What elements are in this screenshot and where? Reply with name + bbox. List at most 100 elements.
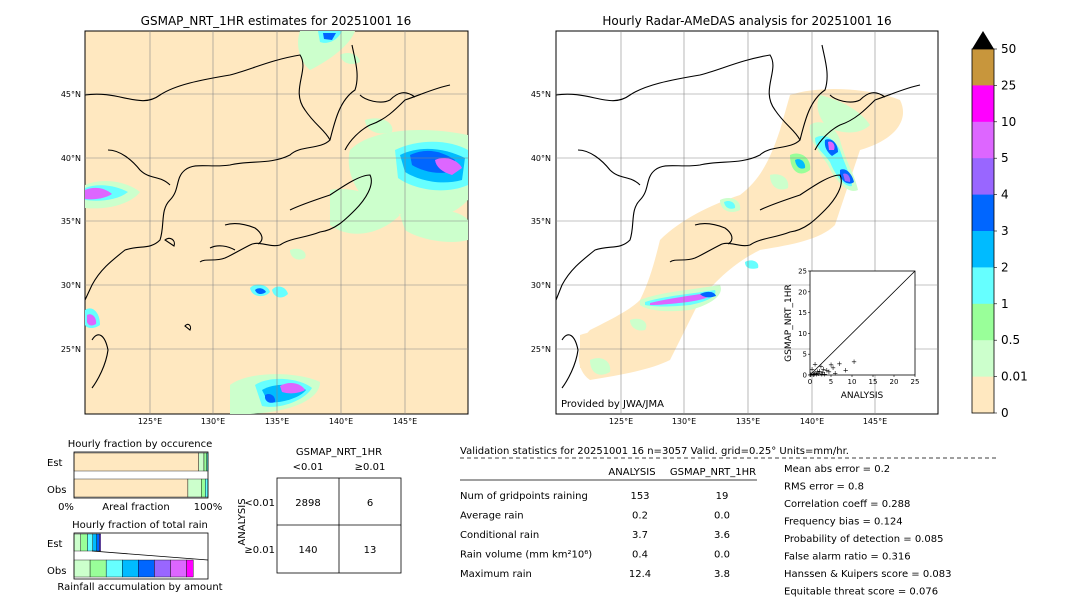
colorbar-label: 10 — [1001, 115, 1016, 129]
scatter-inset: ++++++++++++++++++++++++ 0 5 10 15 20 25 0 5 10… — [784, 268, 919, 402]
colorbar-swatch — [972, 376, 994, 414]
scatter-point: + — [809, 365, 815, 373]
bar-segment — [73, 533, 81, 552]
occurrence-bars — [73, 452, 209, 498]
validation-analysis-value: 12.4 — [629, 569, 651, 580]
credit-text: Provided by JWA/JMA — [561, 399, 664, 410]
scatter-point: + — [815, 370, 821, 378]
colorbar-swatch — [972, 158, 994, 196]
validation-stats: Validation statistics for 20251001 16 n=… — [460, 446, 996, 598]
colorbar-label: 0.5 — [1001, 333, 1020, 347]
scatter-point: + — [812, 369, 818, 377]
validation-rows: Num of gridpoints raining 153 19 Average ra… — [460, 491, 730, 580]
colorbar-extend-arrow — [972, 31, 994, 49]
contingency-cell: 13 — [364, 545, 377, 556]
right-lat-label: 30°N — [531, 281, 551, 290]
validation-score: Hanssen & Kuipers score = 0.083 — [784, 569, 951, 580]
bar-segment — [186, 559, 194, 578]
occurrence-tick-100: 100% — [194, 502, 223, 513]
bar-segment — [96, 533, 100, 552]
bar-segment — [187, 478, 202, 498]
validation-gsmap-value: 3.6 — [714, 530, 730, 541]
validation-scores: Mean abs error = 0.2 RMS error = 0.8 Corre… — [784, 464, 951, 598]
occurrence-title: Hourly fraction by occurence — [68, 439, 212, 450]
scatter-point: + — [812, 361, 818, 369]
left-lat-labels: 45°N 40°N 35°N 30°N 25°N — [61, 90, 81, 354]
right-map-title: Hourly Radar-AMeDAS analysis for 2025100… — [602, 14, 891, 28]
occurrence-tick-0: 0% — [58, 502, 74, 513]
validation-gsmap-value: 0.0 — [714, 511, 730, 522]
bar-segment — [205, 478, 209, 498]
total-rain-xlabel: Rainfall accumulation by amount — [57, 582, 222, 593]
scatter-point: + — [813, 371, 819, 379]
right-lat-label: 40°N — [531, 154, 551, 163]
contingency-cell: 2898 — [295, 498, 320, 509]
validation-row-label: Average rain — [460, 511, 524, 522]
validation-col-gsmap: GSMAP_NRT_1HR — [670, 467, 756, 478]
validation-score: Equitable threat score = 0.076 — [784, 587, 938, 598]
colorbar-label: 2 — [1001, 260, 1009, 274]
bar-segment — [73, 478, 189, 498]
colorbar-label: 50 — [1001, 42, 1016, 56]
right-lon-label: 145°E — [863, 417, 887, 426]
left-lat-label: 40°N — [61, 154, 81, 163]
validation-score: RMS error = 0.8 — [784, 482, 864, 493]
contingency-table: GSMAP_NRT_1HR <0.01 ≥0.01 2898 6 140 13 … — [237, 447, 402, 574]
contingency-cell: 140 — [298, 545, 317, 556]
bar-segment — [138, 559, 155, 578]
left-lon-labels: 125°E 130°E 135°E 140°E 145°E — [138, 417, 417, 426]
colorbar-swatch — [972, 303, 994, 341]
scatter-x-tick: 5 — [829, 378, 833, 386]
validation-gsmap-value: 0.0 — [714, 550, 730, 561]
bar-segment — [203, 452, 207, 472]
occurrence-cat-obs: Obs — [47, 485, 66, 496]
scatter-point: + — [826, 368, 832, 376]
occurrence-chart: Hourly fraction by occurence Est Obs 0% … — [47, 439, 222, 513]
scatter-x-tick: 10 — [848, 378, 857, 386]
validation-analysis-value: 3.7 — [632, 530, 648, 541]
validation-header: Validation statistics for 20251001 16 n=… — [460, 446, 849, 457]
colorbar-swatch — [972, 49, 994, 86]
colorbar-label: 1 — [1001, 297, 1009, 311]
right-lat-label: 45°N — [531, 90, 551, 99]
scatter-diagonal — [809, 270, 916, 376]
scatter-x-tick: 15 — [869, 378, 878, 386]
scatter-x-ticks: 0 5 10 15 20 25 — [808, 375, 920, 386]
left-lat-label: 25°N — [61, 345, 81, 354]
scatter-point: + — [836, 360, 842, 368]
scatter-point: + — [824, 367, 830, 375]
left-lon-label: 130°E — [201, 417, 225, 426]
right-lon-label: 125°E — [609, 417, 633, 426]
left-lon-label: 140°E — [329, 417, 353, 426]
bar-segment — [89, 559, 107, 578]
colorbar-swatch — [972, 194, 994, 232]
colorbar: 50 25 10 5 4 3 2 1 0.5 0.01 0 — [971, 31, 1028, 420]
scatter-point: + — [821, 365, 827, 373]
scatter-x-tick: 0 — [808, 378, 812, 386]
scatter-y-ticks: 0 5 10 15 20 25 — [798, 268, 810, 380]
right-lat-label: 35°N — [531, 217, 551, 226]
scatter-y-tick: 20 — [798, 288, 807, 296]
contingency-col-header: <0.01 — [293, 462, 324, 473]
contingency-row-axis: ANALYSIS — [237, 498, 248, 545]
validation-row-label: Rain volume (mm km²10⁶) — [460, 550, 592, 561]
total-rain-cat-obs: Obs — [47, 566, 66, 577]
contingency-cell: 6 — [367, 498, 373, 509]
bar-segment — [201, 478, 206, 498]
scatter-point: + — [817, 367, 823, 375]
bar-segment — [92, 533, 97, 552]
scatter-point: + — [810, 371, 816, 379]
validation-score: False alarm ratio = 0.316 — [784, 552, 911, 563]
bar-segment — [73, 452, 199, 472]
colorbar-swatch — [972, 340, 994, 378]
scatter-x-tick: 25 — [911, 378, 920, 386]
bar-segment — [99, 533, 101, 552]
occurrence-cat-est: Est — [47, 458, 63, 469]
validation-col-analysis: ANALYSIS — [608, 467, 655, 478]
contingency-title: GSMAP_NRT_1HR — [296, 447, 382, 458]
validation-score: Probability of detection = 0.085 — [784, 534, 943, 545]
scatter-point: + — [820, 369, 826, 377]
total-rain-frame — [73, 532, 209, 580]
bar-segment — [80, 533, 88, 552]
